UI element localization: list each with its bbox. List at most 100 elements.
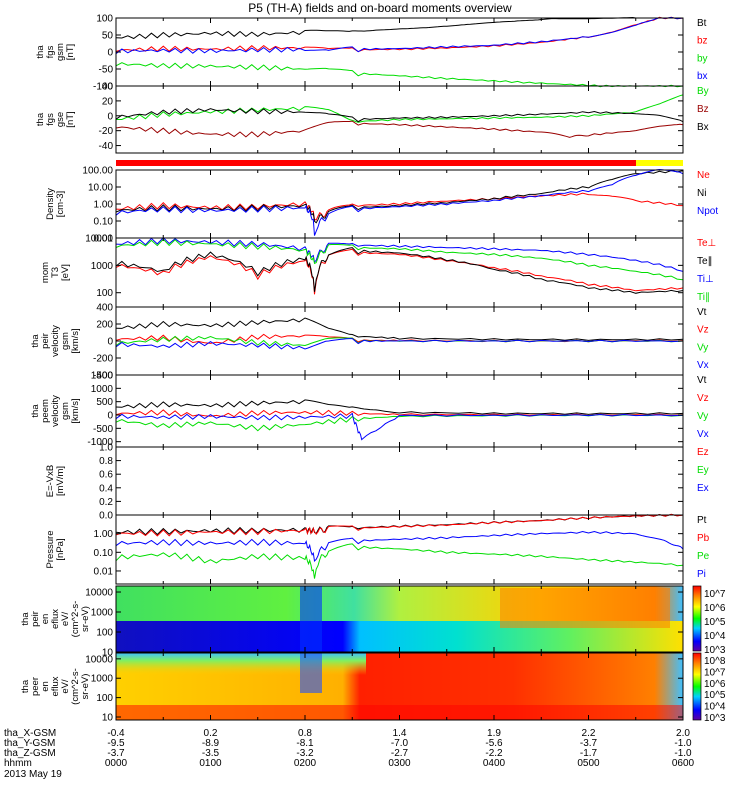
ion-spectrogram-hot-region <box>500 588 670 628</box>
ylabel-temperature: mom <box>40 262 51 283</box>
legend-efield-Ex: Ex <box>697 483 709 494</box>
electron-spectrogram-bottom-band <box>116 705 683 720</box>
ylabel-fgs_gse: gse <box>55 112 66 127</box>
xaxis-value: 0400 <box>483 758 506 769</box>
ytick-label-temperature: 10000 <box>85 234 113 245</box>
xaxis-value: 1.9 <box>487 728 501 739</box>
xaxis-value: 0.8 <box>298 728 312 739</box>
electron-spectrogram-top-band <box>116 653 366 675</box>
series-line-peir_velocity-Vx <box>115 338 684 350</box>
xaxis-value: -7.0 <box>391 738 409 749</box>
ytick-label-efield: 0.2 <box>99 497 113 508</box>
series-line-peem_velocity-Vx <box>115 412 684 441</box>
ylabel-efield: [mV/m] <box>55 466 66 496</box>
ytick-label-efield: 0.4 <box>99 483 113 494</box>
series-line-fgs_gsm-Bt <box>115 16 636 40</box>
ylabel-peir_eflux: sr-eV) <box>80 606 91 632</box>
legend-temperature-Ti∥: Ti∥ <box>697 292 710 303</box>
colorbar-tick-peir_eflux: 10^3 <box>704 645 726 656</box>
xaxis-value: 0.2 <box>204 728 218 739</box>
ylabel-peer_eflux: en <box>40 681 51 692</box>
xaxis-row-label: tha_Z-GSM <box>4 748 56 759</box>
figure-title: P5 (TH-A) fields and on-board moments ov… <box>248 1 512 15</box>
legend-pressure-Pe: Pe <box>697 551 710 562</box>
series-line-temperature-Te⊥ <box>115 248 684 295</box>
ytick-label-peem_velocity: 1000 <box>91 384 114 395</box>
ytick-label-temperature: 100 <box>96 288 113 299</box>
xaxis-value: 0500 <box>577 758 600 769</box>
ylabel-pressure: [nPa] <box>55 538 66 560</box>
xaxis-value: -8.1 <box>296 738 314 749</box>
legend-peir_velocity-Vy: Vy <box>697 342 708 353</box>
legend-efield-Ey: Ey <box>697 465 709 476</box>
ytick-label-fgs_gse: 0 <box>107 111 113 122</box>
ytick-label-fgs_gse: 20 <box>102 96 114 107</box>
ytick-label-peir_eflux: 10000 <box>85 588 113 599</box>
legend-density-Npot: Npot <box>697 206 718 217</box>
ylabel-peem_velocity: [km/s] <box>70 398 81 423</box>
xaxis-value: 0200 <box>294 758 317 769</box>
ylabel-peer_eflux: eV/ <box>60 679 71 694</box>
ion-spectrogram-blue-gap <box>300 586 322 652</box>
legend-fgs_gsm-bz: bz <box>697 36 708 47</box>
ytick-label-fgs_gsm: 100 <box>96 14 113 25</box>
series-line-peem_velocity-Vy <box>115 413 684 432</box>
series-line-density-Ni <box>115 169 684 224</box>
ylabel-peir_eflux: tha <box>20 612 31 626</box>
panel-frame-density <box>115 169 684 239</box>
xaxis-value: 2.0 <box>676 728 690 739</box>
ylabel-peir_eflux: en <box>40 614 51 625</box>
ylabel-peir_velocity: peir <box>40 333 51 349</box>
legend-pressure-Pb: Pb <box>697 533 710 544</box>
legend-peem_velocity-Vt: Vt <box>697 375 707 386</box>
ytick-label-peir_eflux: 1000 <box>91 608 114 619</box>
xaxis-value: 0300 <box>388 758 411 769</box>
legend-peir_velocity-Vx: Vx <box>697 360 709 371</box>
ytick-label-peir_velocity: -200 <box>93 354 113 365</box>
ytick-label-fgs_gsm: -100 <box>93 82 113 93</box>
ylabel-fgs_gse: tha <box>35 112 46 126</box>
ylabel-peir_eflux: eflux <box>50 609 61 629</box>
ytick-label-efield: 1.0 <box>99 443 113 454</box>
series-line-pressure-Pe <box>115 543 684 579</box>
ylabel-peem_velocity: peem <box>40 399 51 423</box>
ylabel-peir_velocity: gsm <box>60 332 71 350</box>
ylabel-peer_eflux: peer <box>30 677 41 696</box>
panel-frame-efield <box>115 446 684 516</box>
xaxis-row-label: hhmm <box>4 758 32 769</box>
legend-peem_velocity-Vz: Vz <box>697 393 709 404</box>
ylabel-fgs_gsm: fgs <box>45 45 56 58</box>
legend-fgs_gse-By: By <box>697 86 709 97</box>
colorbar-tick-peer_eflux: 10^3 <box>704 713 726 724</box>
ytick-label-peem_velocity: 0 <box>107 411 113 422</box>
xaxis-value: -0.4 <box>107 728 125 739</box>
ylabel-peir_velocity: [km/s] <box>70 328 81 353</box>
xaxis-value: -1.0 <box>674 738 692 749</box>
ylabel-peir_eflux: peir <box>30 611 41 627</box>
panel-frame-temperature <box>115 237 684 308</box>
ytick-label-peem_velocity: -500 <box>93 424 113 435</box>
ylabel-temperature: [eV] <box>60 264 71 281</box>
legend-temperature-Te⊥: Te⊥ <box>697 238 716 249</box>
ylabel-peer_eflux: eflux <box>50 676 61 696</box>
ytick-label-fgs_gse: -20 <box>99 126 114 137</box>
ytick-label-peer_eflux: 10000 <box>85 654 113 665</box>
ytick-label-pressure: 0.10 <box>94 548 114 559</box>
ylabel-peem_velocity: tha <box>30 404 41 418</box>
panel-frame-peem_velocity <box>115 374 684 448</box>
ytick-label-peir_eflux: 10 <box>102 648 114 659</box>
ylabel-fgs_gsm: [nT] <box>65 44 76 60</box>
x-axis-block: tha_X-GSMtha_Y-GSMtha_Z-GSMhhmm-0.4-9.5-… <box>4 728 695 769</box>
series-line-peir_velocity-Vt <box>115 317 684 341</box>
series-line-temperature-Te∥ <box>115 247 684 294</box>
series-line-peem_velocity-Vt <box>115 399 684 415</box>
ytick-label-density: 1.00 <box>94 200 114 211</box>
colorbar-tick-peer_eflux: 10^5 <box>704 690 726 701</box>
legend-pressure-Pi: Pi <box>697 569 706 580</box>
ylabel-fgs_gse: [nT] <box>65 111 76 127</box>
plot-lines <box>115 16 684 579</box>
panel-frame-fgs_gse <box>115 85 684 154</box>
legend-peir_velocity-Vt: Vt <box>697 307 707 318</box>
xaxis-value: -2.2 <box>485 748 503 759</box>
